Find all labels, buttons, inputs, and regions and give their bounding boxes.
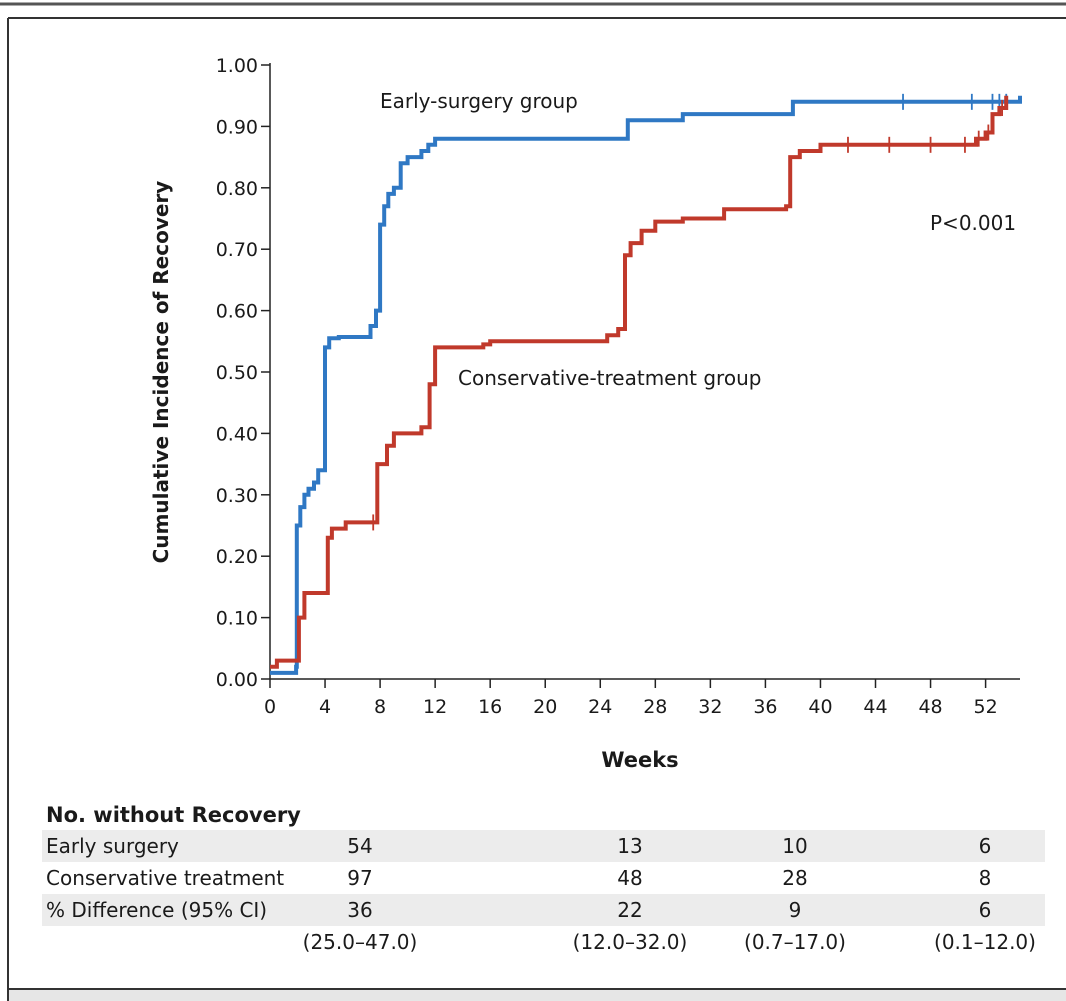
- risk-cell: 13: [617, 834, 642, 858]
- x-tick-label: 36: [753, 696, 777, 718]
- x-tick-label: 48: [918, 696, 942, 718]
- risk-cell: 54: [347, 834, 372, 858]
- x-tick-label: 52: [974, 696, 998, 718]
- series-label-conservative: Conservative-treatment group: [458, 366, 761, 390]
- y-tick-label: 0.40: [216, 423, 258, 445]
- x-tick-label: 44: [863, 696, 887, 718]
- risk-cell: 97: [347, 866, 372, 890]
- y-tick-label: 0.50: [216, 362, 258, 384]
- y-tick-label: 0.30: [216, 485, 258, 507]
- curve-early: [270, 95, 1022, 675]
- bottom-strip: [9, 990, 1066, 1001]
- risk-row-shading: [42, 830, 1045, 862]
- risk-cell: (25.0–47.0): [303, 930, 418, 954]
- y-tick-label: 1.00: [216, 55, 258, 77]
- risk-row-shading: [42, 894, 1045, 926]
- x-tick-label: 4: [319, 696, 331, 718]
- risk-table: No. without Recovery Early surgery 54 13 10…: [42, 803, 1045, 954]
- x-tick-label: 24: [588, 696, 612, 718]
- y-tick-label: 0.60: [216, 301, 258, 323]
- risk-cell: (0.7–17.0): [744, 930, 846, 954]
- x-tick-label: 12: [423, 696, 447, 718]
- y-tick-label: 0.10: [216, 608, 258, 630]
- x-tick-label: 8: [374, 696, 386, 718]
- risk-cell: 8: [979, 866, 992, 890]
- risk-cell: (0.1–12.0): [934, 930, 1036, 954]
- series-label-early: Early-surgery group: [380, 89, 578, 113]
- curve-conservative: [270, 95, 1009, 669]
- risk-cell: 6: [979, 834, 992, 858]
- x-axis-title: Weeks: [601, 748, 678, 772]
- risk-row-label: Early surgery: [46, 834, 179, 858]
- x-tick-label: 40: [808, 696, 832, 718]
- risk-cell: 28: [782, 866, 807, 890]
- y-tick-label: 0.70: [216, 239, 258, 261]
- risk-row-label: Conservative treatment: [46, 866, 284, 890]
- plot-area: 0.00 0.10 0.20 0.30 0.40 0.50 0.60 0.70 0.80 0.90…: [216, 55, 1022, 718]
- risk-cell: 22: [617, 898, 642, 922]
- risk-table-title: No. without Recovery: [46, 803, 301, 827]
- x-tick-label: 16: [478, 696, 502, 718]
- y-axis-title: Cumulative Incidence of Recovery: [149, 181, 173, 564]
- y-tick-label: 0.20: [216, 546, 258, 568]
- y-tick-label: 0.00: [216, 669, 258, 691]
- risk-row-label: % Difference (95% CI): [46, 898, 267, 922]
- risk-cell: 36: [347, 898, 372, 922]
- risk-cell: 10: [782, 834, 807, 858]
- y-tick-label: 0.80: [216, 178, 258, 200]
- x-tick-label: 28: [643, 696, 667, 718]
- risk-cell: 48: [617, 866, 642, 890]
- risk-cell: (12.0–32.0): [573, 930, 688, 954]
- risk-cell: 6: [979, 898, 992, 922]
- y-tick-label: 0.90: [216, 116, 258, 138]
- x-tick-label: 20: [533, 696, 557, 718]
- risk-cell: 9: [789, 898, 802, 922]
- x-tick-label: 32: [698, 696, 722, 718]
- p-value-annotation: P<0.001: [930, 211, 1016, 235]
- x-tick-label: 0: [264, 696, 276, 718]
